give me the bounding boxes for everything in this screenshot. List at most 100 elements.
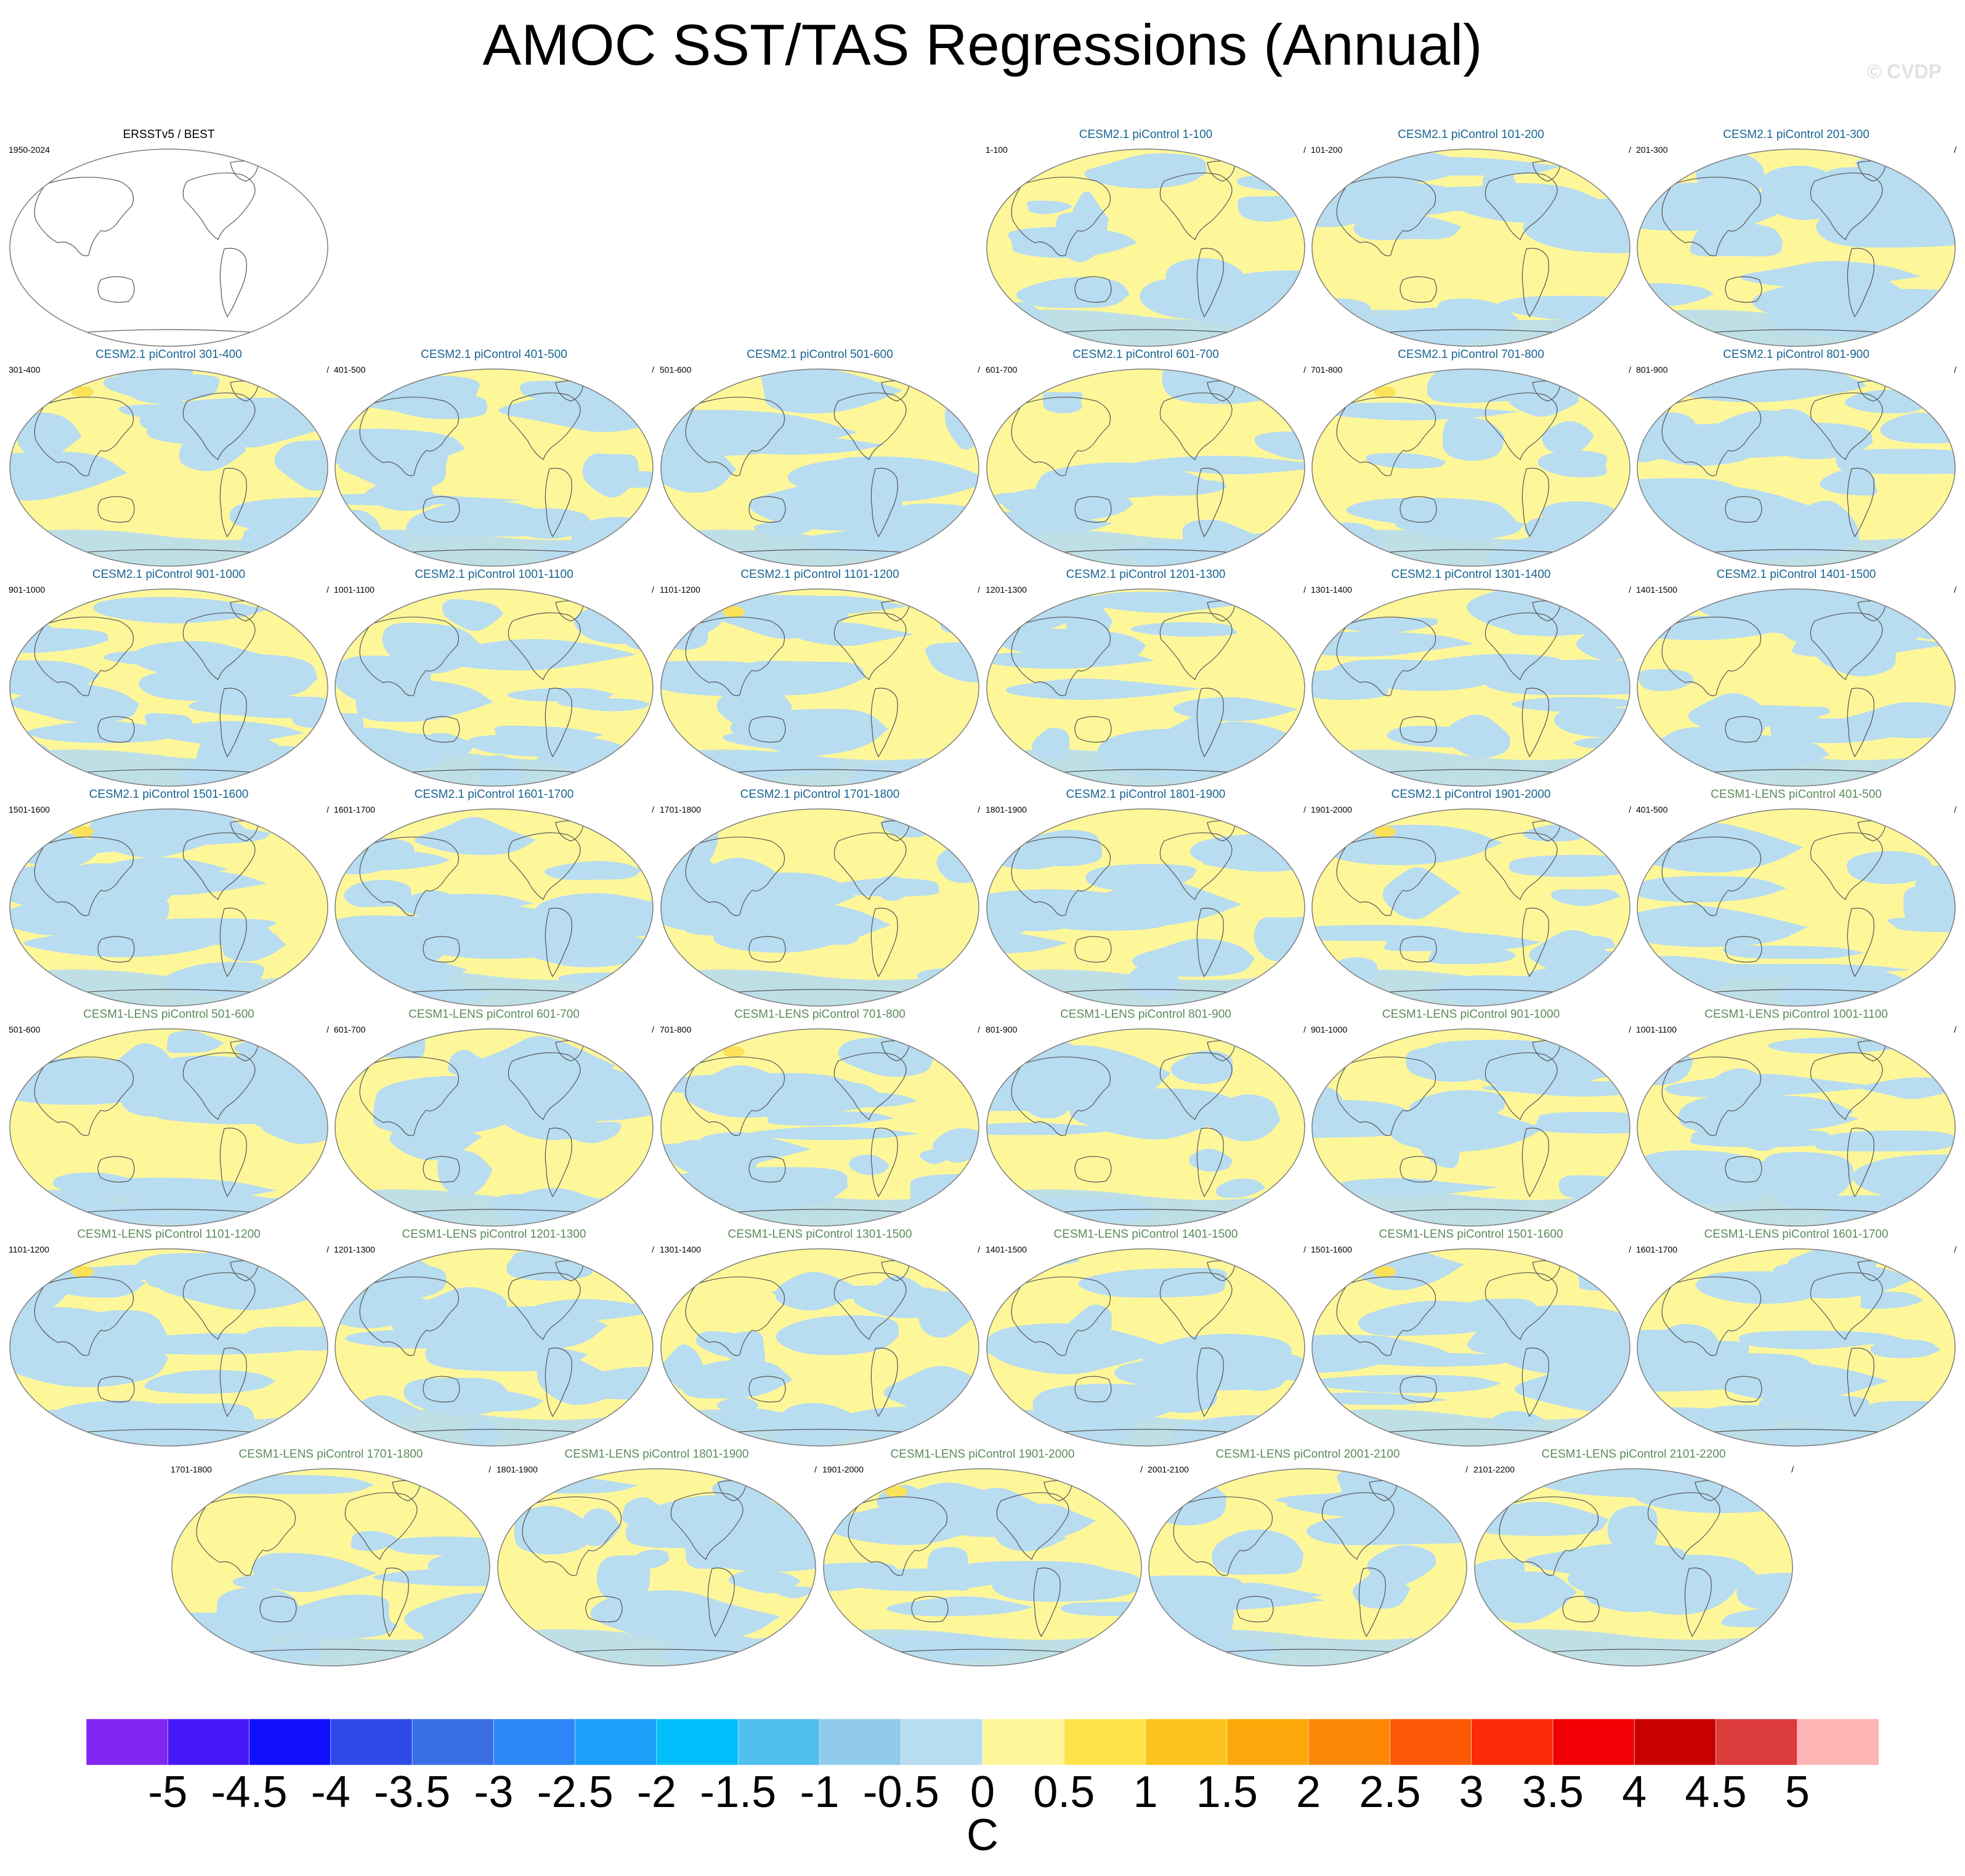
panel-title: CESM2.1 piControl 901-1000 [92, 568, 246, 581]
panel-title: CESM2.1 piControl 101-200 [1398, 128, 1544, 141]
regression-map [1311, 368, 1631, 567]
panel-title: CESM1-LENS piControl 1701-1800 [238, 1448, 423, 1461]
map-panel: CESM2.1 piControl 1501-1600 1501-1600 / [9, 787, 329, 1008]
panel-pattern-correlation: / [1954, 805, 1956, 814]
colorbar-swatches [86, 1719, 1879, 1765]
panel-pattern-correlation: / [1954, 145, 1956, 155]
colorbar-swatch [86, 1719, 169, 1765]
colorbar-tick-label: -5 [148, 1768, 188, 1817]
panel-title: CESM1-LENS piControl 1101-1200 [77, 1228, 261, 1241]
colorbar-tick-label: 0.5 [1033, 1768, 1095, 1817]
regression-map [1311, 148, 1631, 347]
panel-period-label: 1801-1900 [986, 805, 1027, 814]
colorbar-swatch [1634, 1719, 1717, 1765]
regression-map [660, 368, 979, 567]
map-panel: CESM1-LENS piControl 601-700 601-700 / [334, 1007, 654, 1228]
panel-pattern-correlation: / [652, 365, 654, 375]
regression-map [986, 368, 1305, 567]
colorbar-swatch [819, 1719, 902, 1765]
colorbar-swatch [493, 1719, 576, 1765]
map-panel: CESM1-LENS piControl 2001-2100 2001-2100 / [1148, 1447, 1468, 1668]
colorbar-tick-label: -3.5 [374, 1768, 451, 1817]
panel-period-label: 501-600 [660, 365, 692, 375]
colorbar-tick-label: -4.5 [211, 1768, 288, 1817]
panel-pattern-correlation: / [652, 1245, 654, 1254]
map-panel: CESM1-LENS piControl 401-500 401-500 / [1636, 787, 1956, 1008]
colorbar-tick-label: -1.5 [700, 1768, 777, 1817]
colorbar-tick-label: 5 [1785, 1768, 1810, 1817]
map-panel: CESM2.1 piControl 1601-1700 1601-1700 / [334, 787, 654, 1008]
colorbar-swatch [575, 1719, 657, 1765]
regression-map [334, 1028, 654, 1227]
panel-title: CESM2.1 piControl 1501-1600 [89, 788, 249, 801]
panel-title: CESM1-LENS piControl 801-900 [1060, 1008, 1231, 1021]
regression-map [1148, 1468, 1467, 1667]
panel-period-label: 1950-2024 [9, 145, 50, 155]
regression-map [9, 808, 328, 1007]
map-panel: CESM2.1 piControl 401-500 401-500 / [334, 347, 654, 568]
regression-map [660, 1028, 979, 1227]
panel-period-label: 1301-1400 [1311, 585, 1352, 595]
map-panel: CESM1-LENS piControl 901-1000 901-1000 / [1311, 1007, 1631, 1228]
colorbar-tick-label: -0.5 [862, 1768, 939, 1817]
map-panel: CESM2.1 piControl 1001-1100 1001-1100 / [334, 567, 654, 788]
regression-map [823, 1468, 1142, 1667]
map-panel: CESM2.1 piControl 701-800 701-800 / [1311, 347, 1631, 568]
colorbar-units: C [966, 1811, 999, 1860]
map-panel: CESM2.1 piControl 1901-2000 1901-2000 / [1311, 787, 1631, 1008]
panel-period-label: 1601-1700 [334, 805, 375, 814]
map-panel: CESM2.1 piControl 1801-1900 1801-1900 / [986, 787, 1306, 1008]
panel-pattern-correlation: / [1629, 805, 1631, 814]
colorbar-tick-label: -1 [800, 1768, 840, 1817]
panel-pattern-correlation: / [1629, 1025, 1631, 1034]
panel-pattern-correlation: / [652, 1025, 654, 1034]
colorbar-swatch [1797, 1719, 1879, 1765]
colorbar-tick-label: 2.5 [1359, 1768, 1421, 1817]
colorbar-swatch [330, 1719, 413, 1765]
panel-period-label: 401-500 [1636, 805, 1668, 814]
map-panel: CESM1-LENS piControl 1401-1500 1401-1500 / [986, 1227, 1306, 1448]
colorbar-tick-label: 0 [970, 1768, 995, 1817]
regression-map [497, 1468, 816, 1667]
colorbar-swatch [411, 1719, 495, 1765]
map-panel: CESM1-LENS piControl 1701-1800 1701-1800 / [171, 1447, 491, 1668]
regression-map [334, 368, 654, 567]
panel-period-label: 2001-2100 [1148, 1464, 1189, 1474]
panel-title: CESM1-LENS piControl 1601-1700 [1704, 1228, 1889, 1241]
colorbar-tick-label: 1 [1133, 1768, 1158, 1817]
map-panel: CESM1-LENS piControl 1601-1700 1601-1700 / [1636, 1227, 1956, 1448]
map-panel: CESM1-LENS piControl 701-800 701-800 / [660, 1007, 980, 1228]
panel-pattern-correlation: / [1954, 1025, 1956, 1034]
map-panel: CESM1-LENS piControl 1101-1200 1101-1200 / [9, 1227, 329, 1448]
panel-period-label: 101-200 [1311, 145, 1343, 155]
panel-pattern-correlation: / [326, 585, 329, 595]
panel-title: CESM2.1 piControl 1701-1800 [740, 788, 900, 801]
panel-title: CESM1-LENS piControl 401-500 [1711, 788, 1882, 801]
map-panel: CESM2.1 piControl 1201-1300 1201-1300 / [986, 567, 1306, 788]
colorbar-swatch [1471, 1719, 1554, 1765]
panel-title: CESM1-LENS piControl 1801-1900 [564, 1448, 749, 1461]
panel-period-label: 601-700 [986, 365, 1018, 375]
panel-period-label: 1501-1600 [9, 805, 50, 814]
regression-map [9, 588, 328, 787]
colorbar-swatch [656, 1719, 739, 1765]
regression-map [986, 148, 1305, 347]
map-panel: CESM2.1 piControl 801-900 801-900 / [1636, 347, 1956, 568]
regression-map [1311, 588, 1631, 787]
map-panel: CESM1-LENS piControl 1801-1900 1801-1900 / [496, 1447, 817, 1668]
regression-map [9, 148, 328, 347]
map-panel: CESM1-LENS piControl 2101-2200 2101-2200 / [1473, 1447, 1794, 1668]
map-panel: CESM2.1 piControl 201-300 201-300 / [1636, 128, 1956, 348]
panel-pattern-correlation: / [978, 805, 980, 814]
colorbar-swatch [1226, 1719, 1309, 1765]
regression-map [1637, 368, 1956, 567]
panel-pattern-correlation: / [1629, 1245, 1631, 1254]
regression-map [334, 808, 654, 1007]
colorbar-tick-label: 2 [1296, 1768, 1321, 1817]
regression-map [1637, 808, 1956, 1007]
panel-period-label: 701-800 [660, 1025, 692, 1034]
map-panel: CESM2.1 piControl 1701-1800 1701-1800 / [660, 787, 980, 1008]
regression-map [660, 1248, 979, 1447]
panel-pattern-correlation: / [1303, 585, 1306, 595]
regression-map [171, 1468, 490, 1667]
